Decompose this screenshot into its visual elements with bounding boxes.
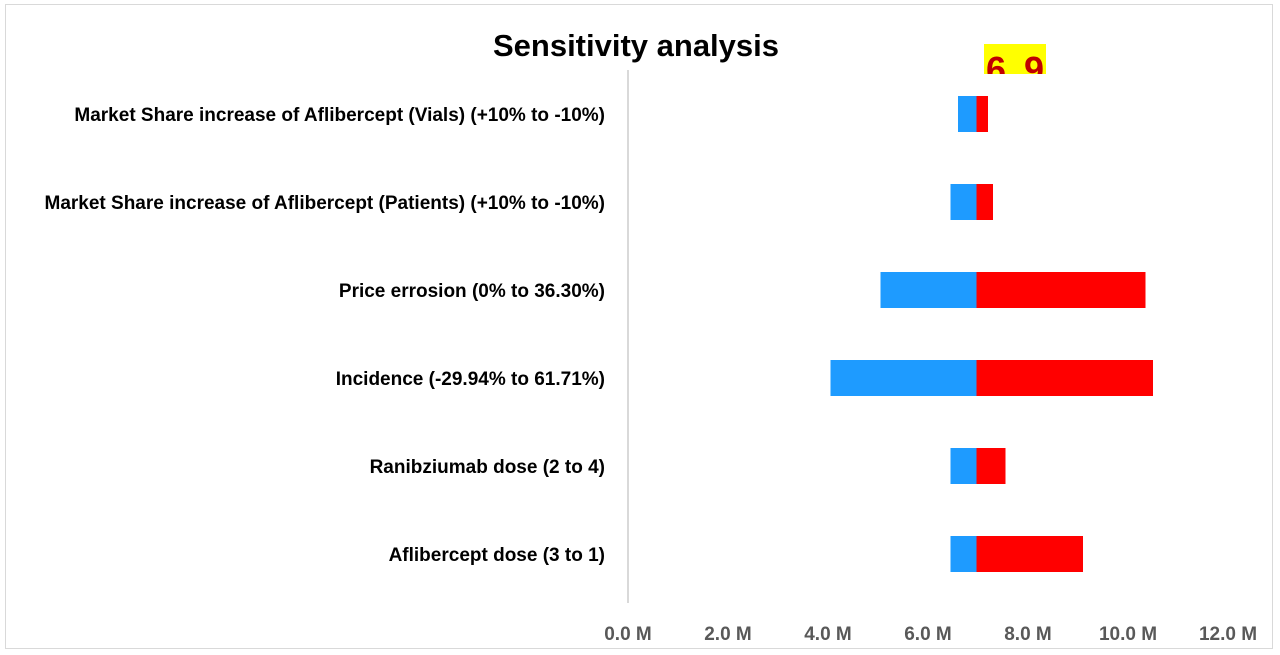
low-bar [950, 536, 977, 572]
high-bar [976, 360, 1153, 396]
x-tick-label: 8.0 M [1004, 624, 1052, 645]
high-bar [976, 272, 1146, 308]
chart-title: Sensitivity analysis [492, 28, 780, 63]
x-tick-label: 2.0 M [704, 624, 752, 645]
low-bar [950, 184, 977, 220]
low-bar [950, 448, 977, 484]
category-label: Market Share increase of Aflibercept (Vi… [74, 105, 605, 126]
category-label: Aflibercept dose (3 to 1) [389, 545, 605, 566]
category-label: Price errosion (0% to 36.30%) [339, 281, 605, 302]
category-label: Ranibziumab dose (2 to 4) [370, 457, 605, 478]
high-bar [976, 184, 993, 220]
low-bar [830, 360, 977, 396]
chart-frame [5, 4, 1273, 649]
category-label: Incidence (-29.94% to 61.71%) [336, 369, 605, 390]
category-label: Market Share increase of Aflibercept (Pa… [45, 193, 606, 214]
x-tick-label: 4.0 M [804, 624, 852, 645]
high-bar [976, 536, 1083, 572]
low-bar [880, 272, 977, 308]
x-tick-label: 6.0 M [904, 624, 952, 645]
high-bar [976, 448, 1006, 484]
x-tick-label: 10.0 M [1099, 624, 1157, 645]
base-value-label: 6.9 [986, 49, 1046, 75]
x-tick-label: 12.0 M [1199, 624, 1257, 645]
base-value-badge: 6.9 [984, 44, 1046, 74]
high-bar [976, 96, 988, 132]
low-bar [958, 96, 977, 132]
x-tick-label: 0.0 M [604, 624, 652, 645]
